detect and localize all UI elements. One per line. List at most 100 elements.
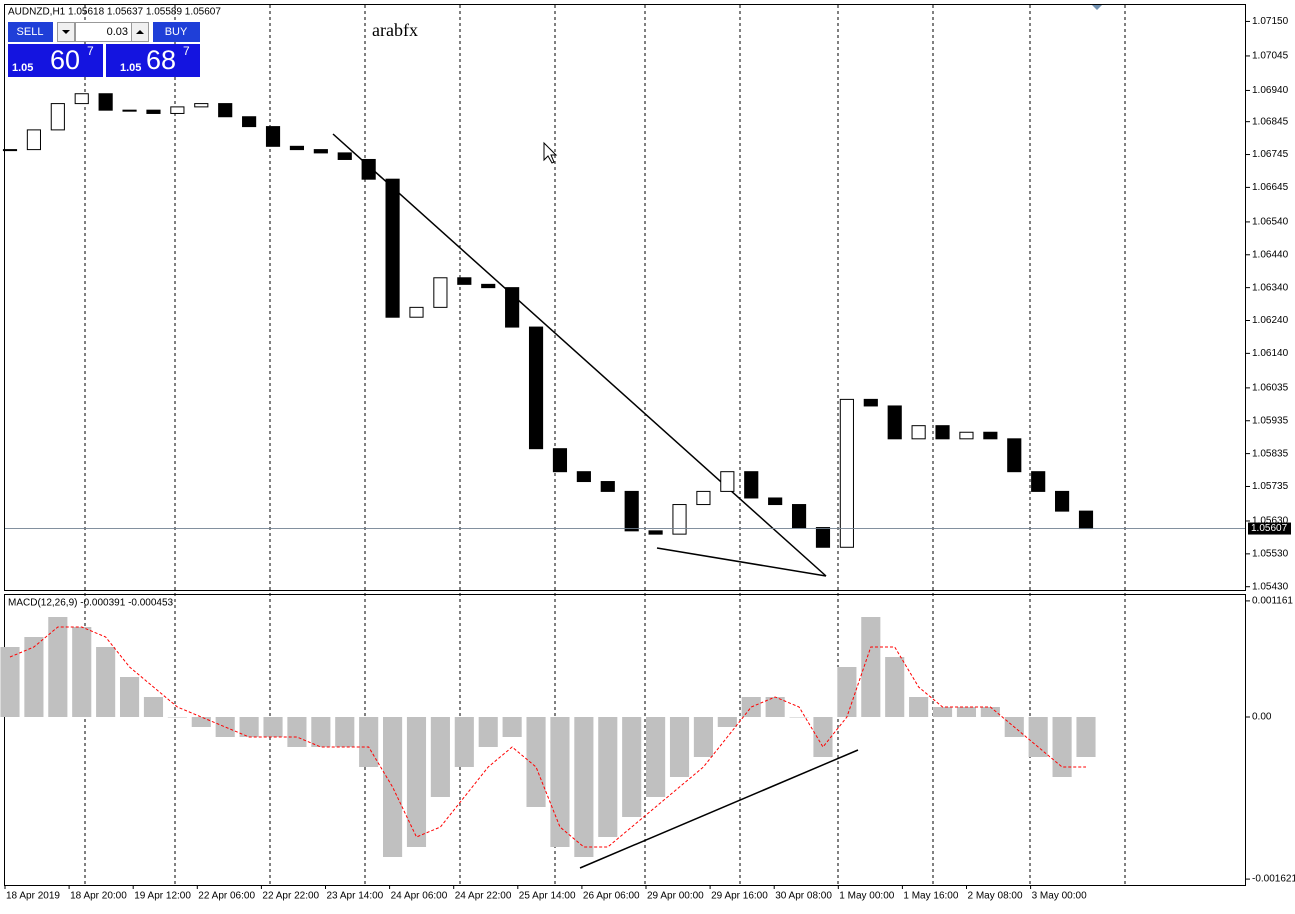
buy-prefix: 1.05 xyxy=(120,62,141,74)
time-label: 30 Apr 08:00 xyxy=(775,891,832,902)
histogram-bar xyxy=(1052,717,1072,777)
candle xyxy=(744,471,759,499)
macd-title: MACD(12,26,9) -0.000391 -0.000453 xyxy=(8,598,174,609)
candle xyxy=(935,425,950,440)
histogram-bar xyxy=(72,627,92,717)
histogram-bar xyxy=(693,717,713,757)
histogram-bar xyxy=(359,717,379,767)
candle xyxy=(887,405,902,440)
histogram-bar xyxy=(502,717,522,737)
candle xyxy=(98,93,113,111)
signal-line xyxy=(9,626,1086,848)
main-frame xyxy=(4,4,1246,591)
histogram-bar xyxy=(335,717,355,747)
candle xyxy=(194,103,209,108)
y-tick-label: 1.06140 xyxy=(1252,348,1289,359)
histogram-bar xyxy=(980,707,1000,717)
histogram-bar xyxy=(550,717,570,847)
time-label: 3 May 00:00 xyxy=(1032,891,1087,902)
candle xyxy=(1007,438,1022,473)
candle xyxy=(815,527,831,548)
sell-label[interactable]: SELL xyxy=(17,26,44,38)
time-label: 24 Apr 06:00 xyxy=(391,891,448,902)
time-label: 26 Apr 06:00 xyxy=(583,891,640,902)
candle xyxy=(170,106,185,114)
sell-button[interactable] xyxy=(8,22,53,42)
y-tick-label: 1.06440 xyxy=(1252,249,1289,260)
buy-price-box[interactable] xyxy=(106,44,200,77)
candle xyxy=(528,326,544,450)
time-label: 18 Apr 2019 xyxy=(6,891,60,902)
candle xyxy=(74,93,89,105)
sell-big: 60 xyxy=(50,45,80,75)
buy-sup: 7 xyxy=(183,44,190,58)
candle xyxy=(26,129,41,151)
histogram-bar xyxy=(0,647,20,717)
histogram-bar xyxy=(813,717,833,757)
histogram-bar xyxy=(861,617,881,717)
y-tick-label: 1.06940 xyxy=(1252,85,1289,96)
candle xyxy=(1031,471,1046,492)
time-label: 22 Apr 22:00 xyxy=(262,891,319,902)
y-tick-label: -0.001621 xyxy=(1252,874,1295,885)
candle xyxy=(337,152,352,160)
candle xyxy=(863,398,878,407)
watermark: arabfx xyxy=(372,20,418,40)
candle xyxy=(481,283,496,289)
time-label: 19 Apr 12:00 xyxy=(134,891,191,902)
candle xyxy=(600,481,615,492)
candle xyxy=(624,490,639,532)
buy-button[interactable] xyxy=(153,22,200,42)
y-tick-label: 1.07045 xyxy=(1252,51,1289,62)
histogram-bar xyxy=(622,717,642,817)
shift-marker xyxy=(1092,5,1102,10)
candle xyxy=(146,109,161,114)
histogram-bar xyxy=(837,667,857,717)
time-label: 29 Apr 16:00 xyxy=(711,891,768,902)
buy-label[interactable]: BUY xyxy=(165,26,188,38)
candle xyxy=(2,149,18,152)
histogram-bar xyxy=(646,717,666,797)
candle xyxy=(720,471,735,492)
buy-big: 68 xyxy=(146,45,176,75)
y-tick-label: 1.06540 xyxy=(1252,217,1289,228)
time-label: 1 May 16:00 xyxy=(903,891,958,902)
candle xyxy=(385,178,400,318)
histogram-bar xyxy=(239,717,259,737)
histogram-bar xyxy=(191,717,211,727)
y-tick-label: 1.05630 xyxy=(1252,516,1289,527)
trendline xyxy=(656,547,827,577)
current-price-label: 1.05607 xyxy=(1251,523,1288,534)
candle xyxy=(505,287,520,328)
candle xyxy=(50,103,65,131)
y-tick-label: 1.06745 xyxy=(1252,149,1289,160)
histogram-bar xyxy=(765,697,785,717)
trade-panel: SELL 0.03 BUY 1.05 60 7 1.05 68 7 xyxy=(8,22,200,77)
trendline xyxy=(579,749,859,869)
y-tick-label: 1.06340 xyxy=(1252,282,1289,293)
candle xyxy=(791,504,807,529)
y-tick-label: 1.05430 xyxy=(1252,581,1289,592)
current-price-box xyxy=(1248,522,1291,535)
histogram-bar xyxy=(789,717,809,718)
mouse-cursor xyxy=(543,141,558,164)
time-label: 29 Apr 00:00 xyxy=(647,891,704,902)
y-tick-label: 0.001161 xyxy=(1252,596,1293,607)
sell-sup: 7 xyxy=(87,44,94,58)
sell-price-box[interactable] xyxy=(8,44,103,77)
lot-value[interactable]: 0.03 xyxy=(107,26,128,38)
time-label: 22 Apr 06:00 xyxy=(198,891,255,902)
macd-frame xyxy=(4,594,1246,886)
candle xyxy=(768,497,783,506)
histogram-bar xyxy=(1076,717,1096,757)
y-tick-label: 1.05835 xyxy=(1252,448,1289,459)
candle xyxy=(959,431,974,440)
histogram-bar xyxy=(287,717,307,747)
chart-title: AUDNZD,H1 1.05618 1.05637 1.05589 1.0560… xyxy=(8,7,221,18)
histogram-bar xyxy=(167,717,187,718)
candle xyxy=(552,448,568,473)
candle xyxy=(218,103,233,118)
histogram-bar xyxy=(526,717,546,807)
time-label: 2 May 08:00 xyxy=(968,891,1023,902)
